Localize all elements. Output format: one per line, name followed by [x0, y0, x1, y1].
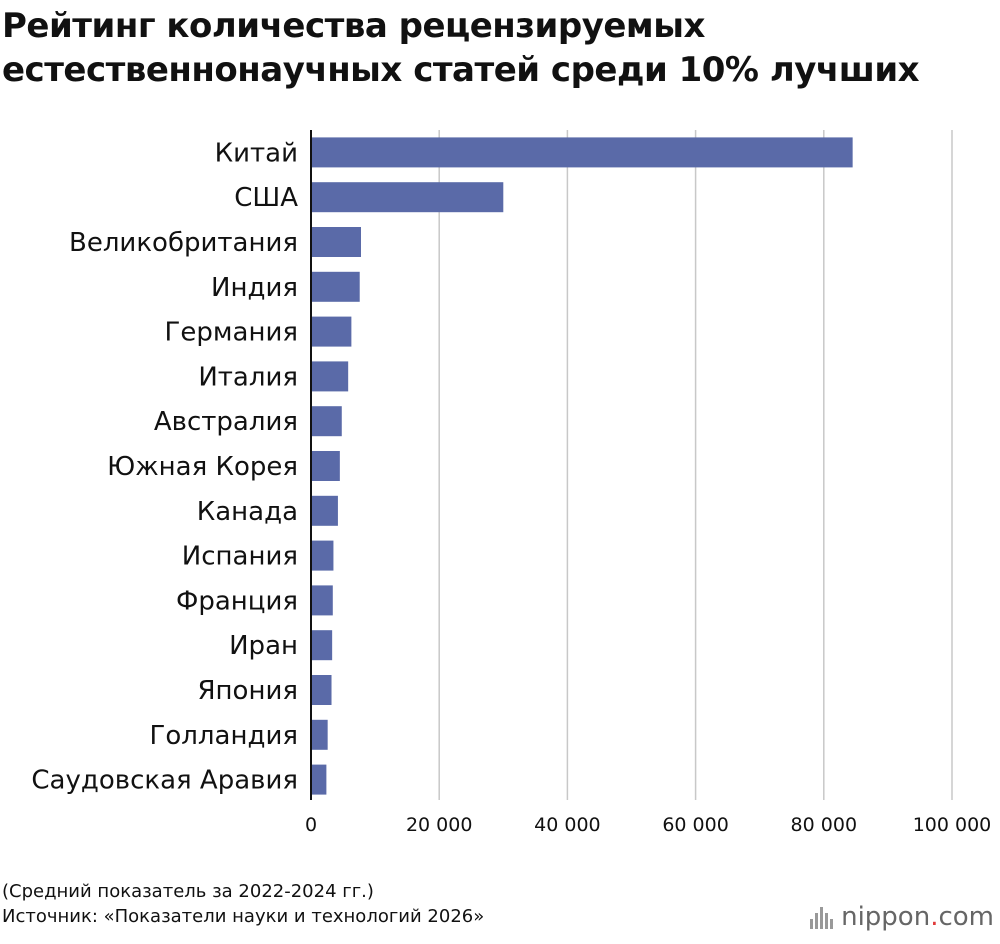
bar: [311, 137, 853, 168]
bar: [311, 316, 352, 347]
bar: [311, 451, 340, 481]
bar: [311, 675, 332, 705]
x-tick-label: 40 000: [534, 814, 600, 836]
category-label: Япония: [197, 676, 298, 706]
category-label: Австралия: [154, 407, 298, 437]
nippon-logo: nippon. com: [810, 902, 994, 932]
bar: [311, 719, 328, 750]
bar: [311, 271, 360, 302]
x-axis-tick-labels: 0 20 000 40 000 60 000 80 000 100 000: [305, 814, 991, 836]
nippon-bars-logo-icon: [810, 905, 835, 929]
x-tick-label: 80 000: [791, 814, 857, 836]
category-label: Италия: [198, 362, 298, 392]
category-label: Индия: [211, 273, 298, 303]
brand-suffix: com: [938, 902, 994, 932]
category-label: Китай: [215, 138, 298, 168]
category-label: Франция: [176, 586, 298, 616]
x-tick-label: 60 000: [662, 814, 728, 836]
grid-lines: [438, 130, 953, 800]
source-note: Источник: «Показатели науки и технологий…: [2, 906, 485, 927]
category-label: Южная Корея: [107, 452, 298, 482]
x-tick-label: 20 000: [406, 814, 472, 836]
bar: [311, 764, 327, 795]
bar: [311, 406, 342, 437]
category-labels: Китай США Великобритания Индия Германия Итали…: [31, 138, 298, 795]
bar: [311, 182, 504, 213]
bar: [311, 540, 334, 571]
category-label: Голландия: [150, 721, 298, 751]
chart-title: Рейтинг количества рецензируемых естеств…: [2, 6, 920, 90]
bar: [311, 585, 333, 616]
category-label: Германия: [165, 318, 298, 348]
category-label: Испания: [182, 542, 298, 572]
bar: [311, 227, 361, 257]
bar: [311, 495, 338, 526]
bar: [311, 361, 349, 392]
x-tick-label: 100 000: [913, 814, 992, 836]
category-label: Иран: [229, 631, 298, 661]
category-label: Саудовская Аравия: [31, 766, 298, 796]
category-label: США: [234, 183, 298, 213]
category-label: Канада: [197, 497, 298, 527]
category-label: Великобритания: [69, 228, 298, 258]
bar: [311, 630, 333, 661]
bars: [311, 137, 853, 795]
period-note: (Средний показатель за 2022-2024 гг.): [2, 881, 374, 902]
brand-name: nippon: [841, 902, 931, 932]
brand-dot: .: [930, 902, 939, 932]
x-tick-label: 0: [305, 814, 317, 836]
